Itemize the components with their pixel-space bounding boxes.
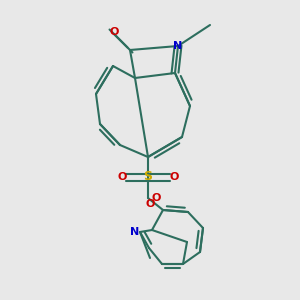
Text: S: S	[143, 170, 152, 184]
Text: O: O	[169, 172, 179, 182]
Text: N: N	[173, 41, 183, 51]
Text: O: O	[117, 172, 127, 182]
Text: O: O	[146, 199, 155, 209]
Text: N: N	[130, 227, 140, 237]
Text: O: O	[109, 27, 119, 37]
Text: O: O	[151, 193, 161, 203]
